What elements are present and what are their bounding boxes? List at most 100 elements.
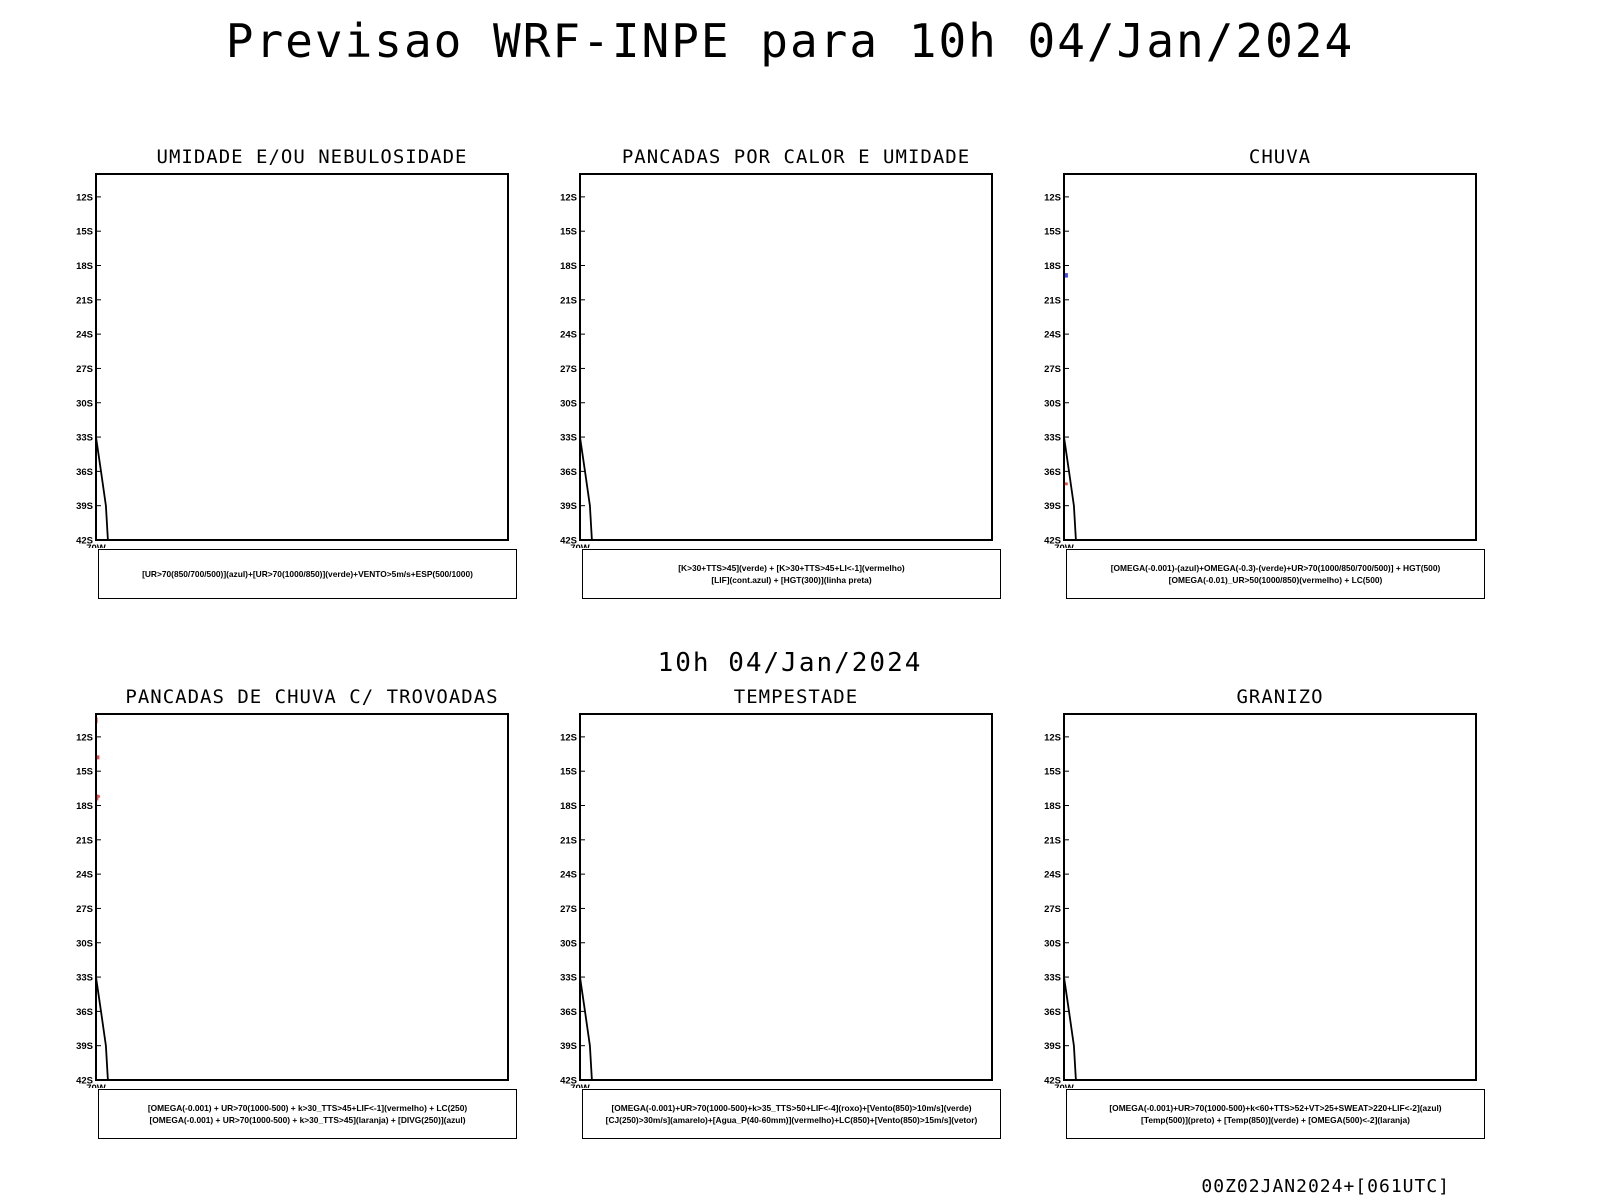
lat-label: 15S [1044,227,1061,238]
panel-legend: [OMEGA(-0.001)-(azul)+OMEGA(-0.3)-(verde… [1066,549,1485,599]
panel-title: PANCADAS DE CHUVA C/ TROVOADAS [125,686,499,708]
thunder-red-speck [76,796,82,800]
lat-label: 12S [560,192,577,203]
thunder-red-speck [85,716,87,720]
contour-line [580,881,581,882]
panel-title: TEMPESTADE [733,686,859,708]
contour-line [96,988,97,990]
lat-label: 24S [1044,870,1061,881]
lon-label: 70W [1054,543,1074,548]
legend-line: [CJ(250)>30m/s](amarelo)+[Agua_P(40-60mm… [605,1115,978,1125]
map-tempestade: 12S15S18S21S24S27S30S33S36S39S42S70W65W6… [556,713,993,1088]
legend-line: [LIF](cont.azul) + [HGT(300)](linha pret… [711,575,872,585]
map-trovoadas: 12S15S18S21S24S27S30S33S36S39S42S70W65W6… [72,713,509,1088]
lat-label: 24S [560,330,577,341]
lat-label: 24S [76,330,93,341]
wind850-green-speck [556,1055,560,1059]
lat-label: 36S [1044,467,1061,478]
coastline [1040,708,1064,1087]
lat-label: 24S [1044,330,1061,341]
omega-red-speck [1052,495,1059,499]
lat-label: 39S [560,501,577,512]
map-pancadas-calor: 9680968096009680960096009520952094409440… [556,173,993,548]
lat-label: 30S [1044,938,1061,949]
lat-label: 18S [76,261,93,272]
thunder-red-speck [87,791,90,796]
lon-label: 70W [86,1083,106,1088]
map-layers: 9680968096009680960096009520952094409440… [556,184,593,540]
omega-blue-speck [1053,257,1059,260]
contour-line [1064,1028,1065,1030]
contour-line [1064,959,1065,961]
lat-label: 21S [1044,295,1061,306]
legend-line: [OMEGA(-0.001) + UR>70(1000-500) + k>30_… [147,1103,468,1113]
legend-line: [Temp(500)](preto) + [Temp(850)](verde) … [1141,1115,1410,1125]
lat-label: 18S [560,261,577,272]
lat-label: 39S [76,501,93,512]
lat-label: 21S [560,835,577,846]
panel-title: UMIDADE E/OU NEBULOSIDADE [156,146,468,168]
lat-label: 24S [76,870,93,881]
map-layers: 588585582579576576 [1040,168,1077,547]
contour-line [1064,219,1065,221]
chile-border [580,430,593,540]
contour-line [96,1022,97,1024]
thunder-red-speck [72,723,75,727]
thunder-red-speck [72,718,78,723]
omega-blue-speck [1064,273,1068,278]
lat-label: 24S [560,870,577,881]
lat-label: 27S [76,904,93,915]
lat-label: 30S [560,398,577,409]
panel-legend: [OMEGA(-0.001)+UR>70(1000-500)+k>35_TTS>… [582,1089,1001,1139]
omega-blue-speck [1061,207,1063,209]
thunder-red-speck [85,721,89,726]
main-title: Previsao WRF-INPE para 10h 04/Jan/2024 [225,14,1355,68]
contour-line [96,1057,97,1058]
thunder-red-speck [88,779,93,784]
omega-blue-speck [1041,208,1044,211]
map-layers [556,724,593,1080]
lat-label: 39S [1044,501,1061,512]
label-bg [556,362,559,370]
map-frame [95,173,509,541]
lat-label: 36S [560,467,577,478]
omega-red-speck [1041,277,1046,281]
lat-label: 27S [1044,364,1061,375]
thunder-red-speck [80,785,84,791]
coastline [1040,168,1064,547]
panel-trovoadas: PANCADAS DE CHUVA C/ TROVOADAS 12S 15S 18S… [72,686,552,1156]
thunder-red-speck [73,750,77,753]
omega-red-speck [1054,355,1061,360]
thunder-red-speck [87,795,90,800]
contour-label: 9600 [562,244,578,251]
lat-label: 18S [560,801,577,812]
lon-label: 70W [570,543,590,548]
lat-label: 33S [76,973,93,984]
lat-label: 21S [1044,835,1061,846]
legend-line: [OMEGA(-0.001) + UR>70(1000-500) + k>30_… [149,1115,466,1125]
lat-label: 30S [1044,398,1061,409]
omega-red-speck [1061,345,1064,351]
lat-label: 36S [76,1007,93,1018]
thunder-red-speck [72,786,77,790]
lat-label: 12S [560,732,577,743]
thunder-red-speck [72,783,74,787]
lat-label: 36S [560,1007,577,1018]
run-time-footer: 00Z02JAN2024+[061UTC] [1201,1176,1450,1197]
lat-label: 15S [76,227,93,238]
thunder-red-speck [79,794,85,800]
lat-label: 33S [560,433,577,444]
omega-blue-speck [1052,212,1059,214]
chile-border [96,970,109,1080]
thunder-red-speck [77,743,79,749]
lat-label: 21S [76,835,93,846]
thunder-red-speck [77,783,80,787]
panel-title: PANCADAS POR CALOR E UMIDADE [621,146,971,168]
lat-label: 33S [1044,973,1061,984]
map-frame [579,713,993,1081]
panel-legend: [K>30+TTS>45](verde) + [K>30+TTS>45+LI<-… [582,549,1001,599]
lat-label: 42S [76,1076,93,1087]
lat-label: 42S [560,536,577,547]
wind850-green-speck [556,1046,558,1050]
contour-line [580,401,581,403]
